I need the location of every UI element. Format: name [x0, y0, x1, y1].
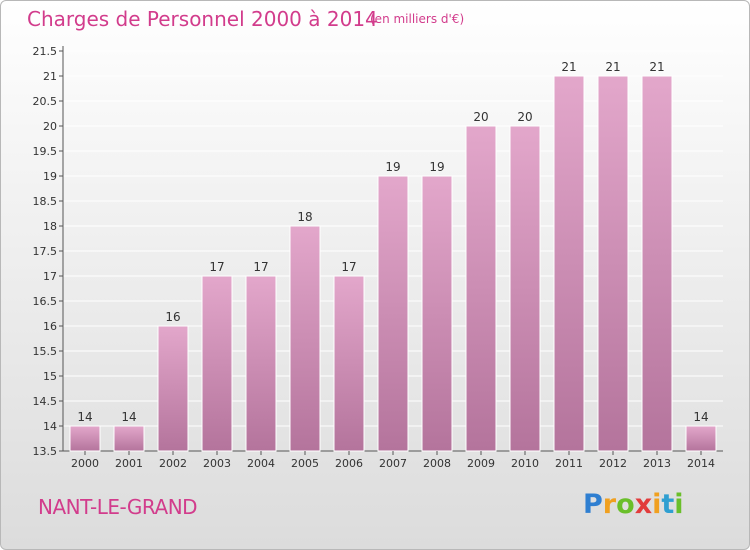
bar: [377, 175, 409, 452]
proxiti-logo: Proxiti: [583, 489, 684, 520]
bar: [69, 425, 101, 452]
bar: [157, 325, 189, 452]
y-tick-label: 15.5: [33, 345, 58, 358]
bar: [113, 425, 145, 452]
x-tick-label: 2012: [599, 457, 627, 470]
bar: [553, 75, 585, 452]
chart-subtitle: (en milliers d'€): [370, 12, 465, 26]
x-tick-label: 2002: [159, 457, 187, 470]
data-label: 17: [253, 260, 268, 274]
x-tick-label: 2007: [379, 457, 407, 470]
bar: [333, 275, 365, 452]
commune-name: NANT-LE-GRAND: [38, 495, 198, 519]
x-tick-label: 2009: [467, 457, 495, 470]
y-tick-label: 21.5: [33, 45, 58, 58]
data-label: 16: [165, 310, 180, 324]
x-tick-label: 2001: [115, 457, 143, 470]
y-tick-label: 18.5: [33, 195, 58, 208]
x-tick-label: 2005: [291, 457, 319, 470]
y-tick-label: 18: [43, 220, 57, 233]
data-label: 20: [473, 110, 488, 124]
data-label: 21: [649, 60, 664, 74]
x-tick-label: 2011: [555, 457, 583, 470]
data-label: 17: [209, 260, 224, 274]
y-tick-label: 19.5: [33, 145, 58, 158]
logo-letter: i: [652, 489, 662, 520]
x-tick-label: 2006: [335, 457, 363, 470]
data-label: 19: [385, 160, 400, 174]
x-tick-label: 2010: [511, 457, 539, 470]
y-tick-label: 16.5: [33, 295, 58, 308]
data-label: 14: [121, 410, 136, 424]
y-tick-label: 15: [43, 370, 57, 383]
x-tick-label: 2013: [643, 457, 671, 470]
bar: [465, 125, 497, 452]
logo-letter: P: [583, 489, 603, 520]
y-tick-label: 14.5: [33, 395, 58, 408]
bar: [289, 225, 321, 452]
data-label: 21: [561, 60, 576, 74]
y-tick-label: 20: [43, 120, 57, 133]
logo-letter: r: [602, 489, 617, 520]
chart-title: Charges de Personnel 2000 à 2014: [27, 7, 378, 31]
y-tick-label: 13.5: [33, 445, 58, 458]
bar: [641, 75, 673, 452]
logo-letter: t: [661, 489, 675, 520]
logo-letter: o: [616, 489, 635, 520]
x-tick-label: 2004: [247, 457, 275, 470]
y-tick-label: 19: [43, 170, 57, 183]
data-label: 14: [693, 410, 708, 424]
bar: [685, 425, 717, 452]
y-tick-label: 17.5: [33, 245, 58, 258]
y-tick-label: 20.5: [33, 95, 58, 108]
data-label: 21: [605, 60, 620, 74]
bar: [509, 125, 541, 452]
x-tick-label: 2003: [203, 457, 231, 470]
data-label: 18: [297, 210, 312, 224]
data-label: 17: [341, 260, 356, 274]
y-tick-label: 16: [43, 320, 57, 333]
data-label: 14: [77, 410, 92, 424]
logo-letter: x: [634, 489, 653, 520]
y-tick-label: 21: [43, 70, 57, 83]
bar: [421, 175, 453, 452]
data-label: 19: [429, 160, 444, 174]
x-tick-label: 2014: [687, 457, 715, 470]
data-label: 20: [517, 110, 532, 124]
y-tick-label: 14: [43, 420, 57, 433]
bar: [201, 275, 233, 452]
x-tick-label: 2000: [71, 457, 99, 470]
x-tick-label: 2008: [423, 457, 451, 470]
bar: [597, 75, 629, 452]
bar: [245, 275, 277, 452]
y-tick-label: 17: [43, 270, 57, 283]
logo-letter: i: [674, 489, 684, 520]
